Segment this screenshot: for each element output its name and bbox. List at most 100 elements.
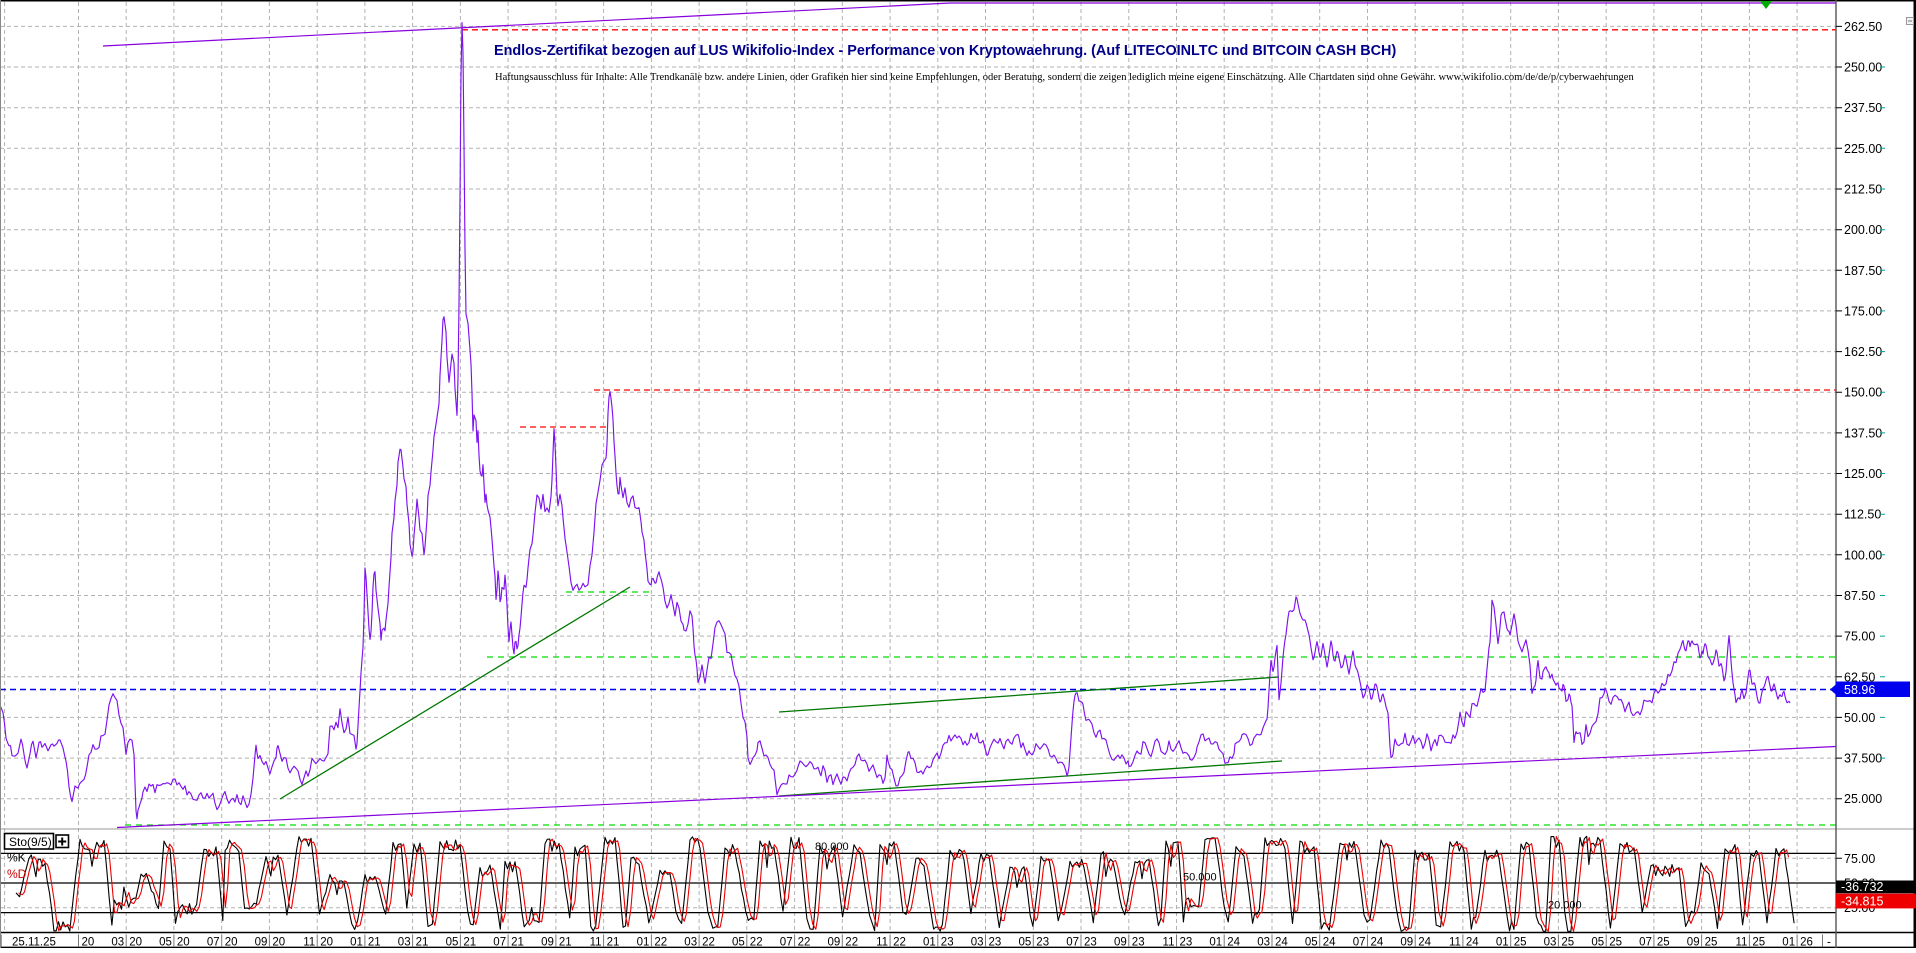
svg-text:21: 21	[463, 937, 476, 949]
svg-text:Haftungsausschluss für Inhalte: Haftungsausschluss für Inhalte: Alle Tre…	[495, 72, 1634, 83]
svg-text:01: 01	[350, 937, 363, 949]
svg-text:25.11.25: 25.11.25	[12, 937, 56, 949]
svg-text:20: 20	[129, 937, 142, 949]
svg-text:Sto(9/5): Sto(9/5)	[9, 835, 52, 849]
svg-text:137.50: 137.50	[1844, 426, 1882, 440]
svg-text:23: 23	[1180, 937, 1193, 949]
svg-text:24: 24	[1275, 937, 1288, 949]
svg-text:-36.732: -36.732	[1841, 880, 1883, 894]
svg-text:87.50: 87.50	[1844, 589, 1875, 603]
svg-text:22: 22	[893, 937, 906, 949]
svg-text:11: 11	[1735, 937, 1747, 949]
svg-text:25: 25	[1514, 937, 1527, 949]
svg-text:11: 11	[590, 937, 602, 949]
svg-text:03: 03	[684, 937, 697, 949]
svg-text:20: 20	[320, 937, 333, 949]
svg-text:01: 01	[923, 937, 936, 949]
svg-text:250.00: 250.00	[1844, 61, 1882, 75]
svg-text:03: 03	[1257, 937, 1270, 949]
svg-text:22: 22	[750, 937, 763, 949]
svg-text:58.96: 58.96	[1844, 683, 1875, 697]
svg-text:50.000: 50.000	[1183, 872, 1217, 884]
svg-text:01: 01	[1782, 937, 1795, 949]
svg-text:01: 01	[1496, 937, 1509, 949]
svg-text:11: 11	[876, 937, 888, 949]
svg-text:09: 09	[255, 937, 268, 949]
svg-text:23: 23	[941, 937, 954, 949]
svg-text:24: 24	[1371, 937, 1384, 949]
svg-text:03: 03	[1544, 937, 1557, 949]
svg-text:03: 03	[398, 937, 411, 949]
svg-text:%K: %K	[7, 851, 26, 865]
svg-text:-34.815: -34.815	[1841, 895, 1883, 909]
svg-text:05: 05	[446, 937, 459, 949]
svg-text:50.00: 50.00	[1844, 711, 1875, 725]
svg-text:09: 09	[1687, 937, 1700, 949]
svg-text:225.00: 225.00	[1844, 142, 1882, 156]
svg-text:05: 05	[159, 937, 172, 949]
svg-text:23: 23	[1084, 937, 1097, 949]
svg-text:07: 07	[1066, 937, 1079, 949]
svg-text:112.50: 112.50	[1844, 508, 1881, 522]
svg-text:07: 07	[493, 937, 506, 949]
svg-text:01: 01	[1209, 937, 1222, 949]
svg-text:37.500: 37.500	[1844, 752, 1882, 766]
svg-text:212.50: 212.50	[1844, 183, 1882, 197]
svg-text:05: 05	[1591, 937, 1604, 949]
svg-text:175.00: 175.00	[1844, 304, 1882, 318]
svg-text:09: 09	[1114, 937, 1127, 949]
svg-text:20.000: 20.000	[1548, 900, 1582, 912]
svg-text:01: 01	[637, 937, 650, 949]
svg-text:07: 07	[780, 937, 793, 949]
svg-text:11: 11	[1449, 937, 1461, 949]
svg-text:21: 21	[607, 937, 620, 949]
svg-text:237.50: 237.50	[1844, 101, 1882, 115]
svg-text:24: 24	[1323, 937, 1336, 949]
svg-text:07: 07	[207, 937, 220, 949]
svg-text:162.50: 162.50	[1844, 345, 1882, 359]
svg-text:03: 03	[971, 937, 984, 949]
svg-text:21: 21	[416, 937, 429, 949]
svg-text:03: 03	[111, 937, 124, 949]
svg-text:07: 07	[1639, 937, 1652, 949]
svg-text:25: 25	[1705, 937, 1718, 949]
svg-text:23: 23	[989, 937, 1002, 949]
svg-text:187.50: 187.50	[1844, 264, 1882, 278]
svg-text:11: 11	[303, 937, 315, 949]
svg-text:09: 09	[541, 937, 554, 949]
svg-text:25.000: 25.000	[1844, 792, 1882, 806]
svg-text:25: 25	[1752, 937, 1765, 949]
svg-text:200.00: 200.00	[1844, 223, 1882, 237]
svg-text:09: 09	[1400, 937, 1413, 949]
svg-text:21: 21	[511, 937, 524, 949]
svg-text:100.00: 100.00	[1844, 548, 1882, 562]
svg-text:25: 25	[1561, 937, 1574, 949]
svg-text:23: 23	[1036, 937, 1049, 949]
svg-text:09: 09	[828, 937, 841, 949]
svg-text:%D: %D	[7, 867, 27, 881]
svg-text:05: 05	[1305, 937, 1318, 949]
svg-text:20: 20	[177, 937, 190, 949]
svg-text:75.00: 75.00	[1844, 630, 1875, 644]
svg-text:26: 26	[1800, 937, 1813, 949]
svg-text:24: 24	[1466, 937, 1479, 949]
svg-text:24: 24	[1227, 937, 1240, 949]
svg-text:23: 23	[1132, 937, 1145, 949]
svg-text:25: 25	[1609, 937, 1622, 949]
svg-text:20: 20	[272, 937, 285, 949]
svg-text:125.00: 125.00	[1844, 467, 1882, 481]
svg-text:22: 22	[845, 937, 858, 949]
svg-text:20: 20	[225, 937, 238, 949]
svg-text:07: 07	[1353, 937, 1366, 949]
svg-text:22: 22	[654, 937, 667, 949]
svg-text:05: 05	[732, 937, 745, 949]
svg-text:05: 05	[1019, 937, 1032, 949]
svg-text:262.50: 262.50	[1844, 20, 1882, 34]
svg-text:21: 21	[559, 937, 572, 949]
svg-text:22: 22	[702, 937, 715, 949]
svg-text:75.00: 75.00	[1844, 852, 1875, 866]
svg-text:80.000: 80.000	[815, 841, 849, 853]
svg-text:21: 21	[368, 937, 381, 949]
svg-text:11: 11	[1163, 937, 1175, 949]
svg-text:25: 25	[1657, 937, 1670, 949]
